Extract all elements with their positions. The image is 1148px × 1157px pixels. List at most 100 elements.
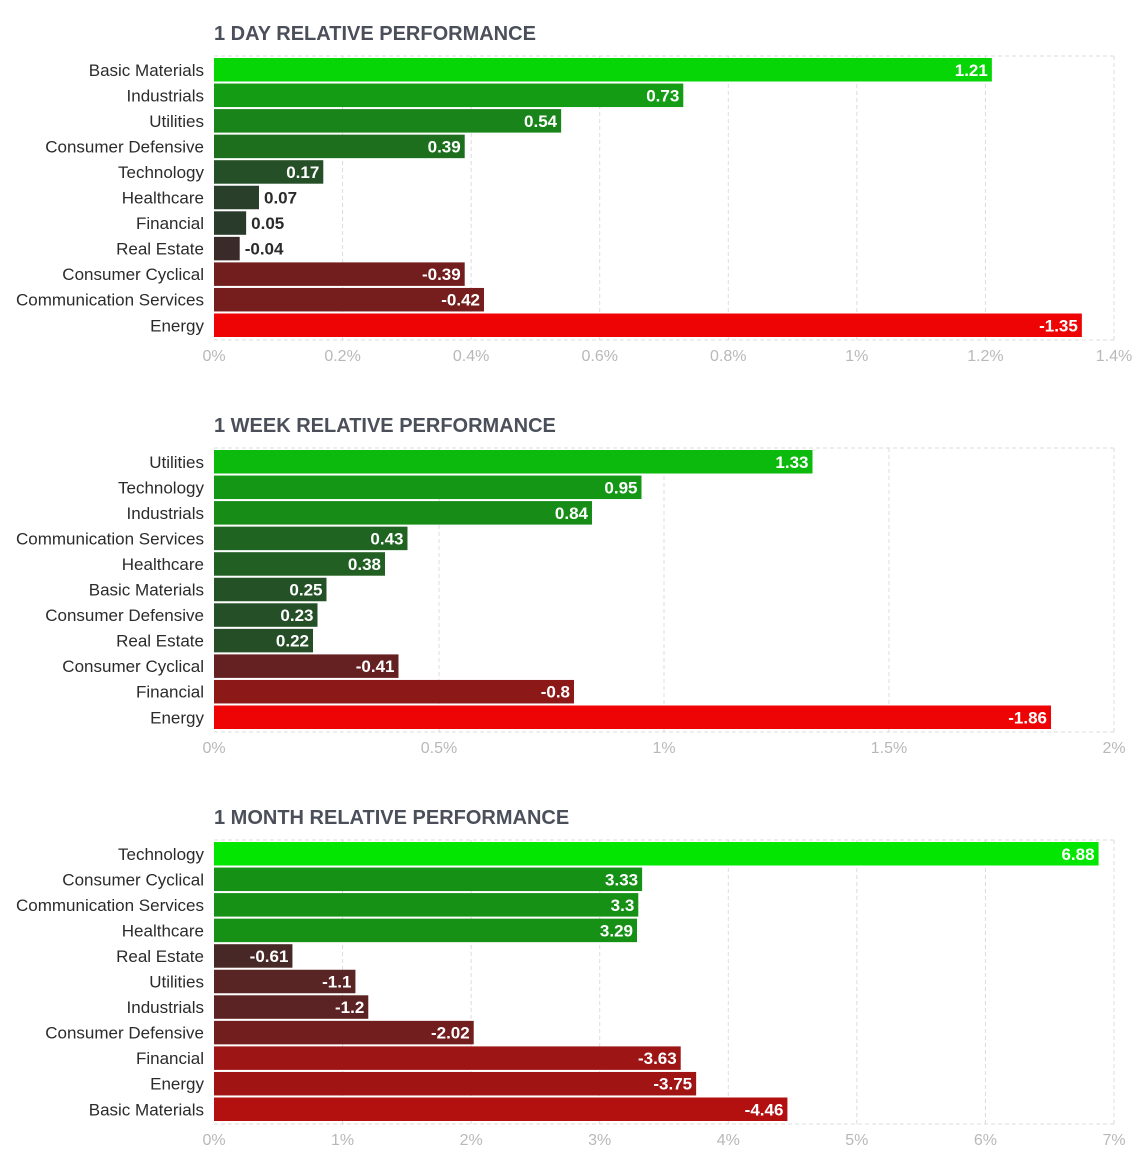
bar-value-label: -0.39 bbox=[422, 265, 461, 284]
bar-value-label: -0.8 bbox=[541, 683, 570, 702]
bar-value-label: 3.33 bbox=[605, 870, 638, 889]
category-label: Technology bbox=[118, 478, 205, 497]
bar-value-label: 0.22 bbox=[276, 632, 309, 651]
bar bbox=[214, 867, 643, 892]
bar-value-label: 0.54 bbox=[524, 112, 558, 131]
category-label: Healthcare bbox=[122, 555, 204, 574]
bar-value-label: 1.33 bbox=[775, 453, 808, 472]
x-tick-label: 0% bbox=[202, 348, 225, 365]
x-tick-label: 1.2% bbox=[967, 348, 1003, 365]
x-tick-label: 0.4% bbox=[453, 348, 489, 365]
x-tick-label: 0.5% bbox=[421, 740, 457, 757]
bar-value-label: 3.29 bbox=[600, 921, 633, 940]
bar bbox=[214, 109, 562, 133]
x-tick-label: 0% bbox=[202, 740, 225, 757]
bar-value-label: 0.84 bbox=[555, 504, 589, 523]
bar-value-label: -0.04 bbox=[245, 240, 284, 259]
bar bbox=[214, 1097, 788, 1121]
bar-value-label: 0.23 bbox=[280, 606, 313, 625]
bar-value-label: 0.07 bbox=[264, 189, 297, 208]
bar bbox=[214, 603, 318, 627]
bar-value-label: -0.61 bbox=[250, 947, 289, 966]
category-label: Consumer Defensive bbox=[45, 606, 204, 625]
chart-2: 1 WEEK RELATIVE PERFORMANCE 0% 0.5% 1% 1.5% 2… bbox=[16, 415, 1126, 757]
category-label: Financial bbox=[136, 683, 204, 702]
bar-value-label: 0.95 bbox=[604, 478, 637, 497]
bar-value-label: -1.1 bbox=[322, 973, 351, 992]
category-label: Communication Services bbox=[16, 291, 204, 310]
x-tick-label: 1% bbox=[652, 740, 675, 757]
bar-value-label: -1.35 bbox=[1039, 316, 1078, 335]
category-label: Consumer Cyclical bbox=[62, 870, 204, 889]
x-tick-label: 1% bbox=[331, 1132, 354, 1149]
chart-3: 1 MONTH RELATIVE PERFORMANCE 0% 1% 2% 3% 4% 5%… bbox=[16, 807, 1126, 1149]
bar-value-label: 6.88 bbox=[1061, 845, 1094, 864]
bar bbox=[214, 160, 324, 184]
x-tick-label: 2% bbox=[460, 1132, 483, 1149]
bar-value-label: 0.05 bbox=[251, 214, 284, 233]
bar bbox=[214, 287, 484, 312]
category-label: Basic Materials bbox=[89, 581, 204, 600]
category-label: Consumer Cyclical bbox=[62, 657, 204, 676]
bar-value-label: -4.46 bbox=[745, 1100, 784, 1119]
x-tick-label: 1.5% bbox=[871, 740, 907, 757]
bar bbox=[214, 969, 356, 994]
category-label: Consumer Defensive bbox=[45, 1024, 204, 1043]
x-tick-label: 3% bbox=[588, 1132, 611, 1149]
bar bbox=[214, 893, 639, 917]
bar-value-label: -1.86 bbox=[1008, 708, 1047, 727]
category-label: Utilities bbox=[149, 453, 204, 472]
category-label: Industrials bbox=[127, 504, 204, 523]
bar bbox=[214, 552, 385, 576]
category-label: Consumer Cyclical bbox=[62, 265, 204, 284]
bar bbox=[214, 944, 293, 968]
chart-1: 1 DAY RELATIVE PERFORMANCE 0% 0.2% 0.4% 0.6%… bbox=[16, 23, 1132, 365]
bar bbox=[214, 842, 1099, 866]
x-tick-label: 0.6% bbox=[581, 348, 617, 365]
bar-value-label: -0.42 bbox=[441, 291, 480, 310]
x-tick-label: 1% bbox=[845, 348, 868, 365]
bar bbox=[214, 705, 1051, 729]
category-label: Technology bbox=[118, 845, 205, 864]
x-tick-label: 0.2% bbox=[324, 348, 360, 365]
x-tick-label: 4% bbox=[717, 1132, 740, 1149]
bar-value-label: -0.41 bbox=[356, 657, 395, 676]
bar-value-label: -1.2 bbox=[335, 998, 364, 1017]
category-label: Utilities bbox=[149, 973, 204, 992]
bar-value-label: 0.39 bbox=[428, 137, 461, 156]
bar bbox=[214, 58, 992, 82]
category-label: Utilities bbox=[149, 112, 204, 131]
bar-value-label: 0.43 bbox=[370, 529, 403, 548]
category-label: Consumer Defensive bbox=[45, 137, 204, 156]
bar bbox=[214, 313, 1082, 337]
bar bbox=[214, 475, 642, 500]
bar-value-label: -2.02 bbox=[431, 1024, 470, 1043]
bar bbox=[214, 185, 259, 210]
x-tick-label: 5% bbox=[845, 1132, 868, 1149]
chart-title: 1 WEEK RELATIVE PERFORMANCE bbox=[214, 415, 556, 437]
category-label: Financial bbox=[136, 1049, 204, 1068]
category-label: Basic Materials bbox=[89, 1100, 204, 1119]
bar-value-label: 0.17 bbox=[286, 163, 319, 182]
bar bbox=[214, 628, 313, 653]
bar bbox=[214, 1046, 681, 1070]
bar bbox=[214, 211, 247, 235]
bar bbox=[214, 654, 399, 678]
category-label: Real Estate bbox=[116, 632, 204, 651]
category-label: Real Estate bbox=[116, 240, 204, 259]
bar bbox=[214, 526, 408, 551]
bar bbox=[214, 577, 327, 602]
x-tick-label: 1.4% bbox=[1096, 348, 1132, 365]
bar bbox=[214, 134, 465, 159]
bar-value-label: -3.75 bbox=[653, 1075, 692, 1094]
bar-value-label: -3.63 bbox=[638, 1049, 677, 1068]
category-label: Communication Services bbox=[16, 896, 204, 915]
bar-value-label: 0.38 bbox=[348, 555, 381, 574]
category-label: Technology bbox=[118, 163, 205, 182]
category-label: Communication Services bbox=[16, 529, 204, 548]
category-label: Basic Materials bbox=[89, 61, 204, 80]
category-label: Financial bbox=[136, 214, 204, 233]
category-label: Energy bbox=[150, 316, 204, 335]
x-tick-label: 0% bbox=[202, 1132, 225, 1149]
x-tick-label: 0.8% bbox=[710, 348, 746, 365]
